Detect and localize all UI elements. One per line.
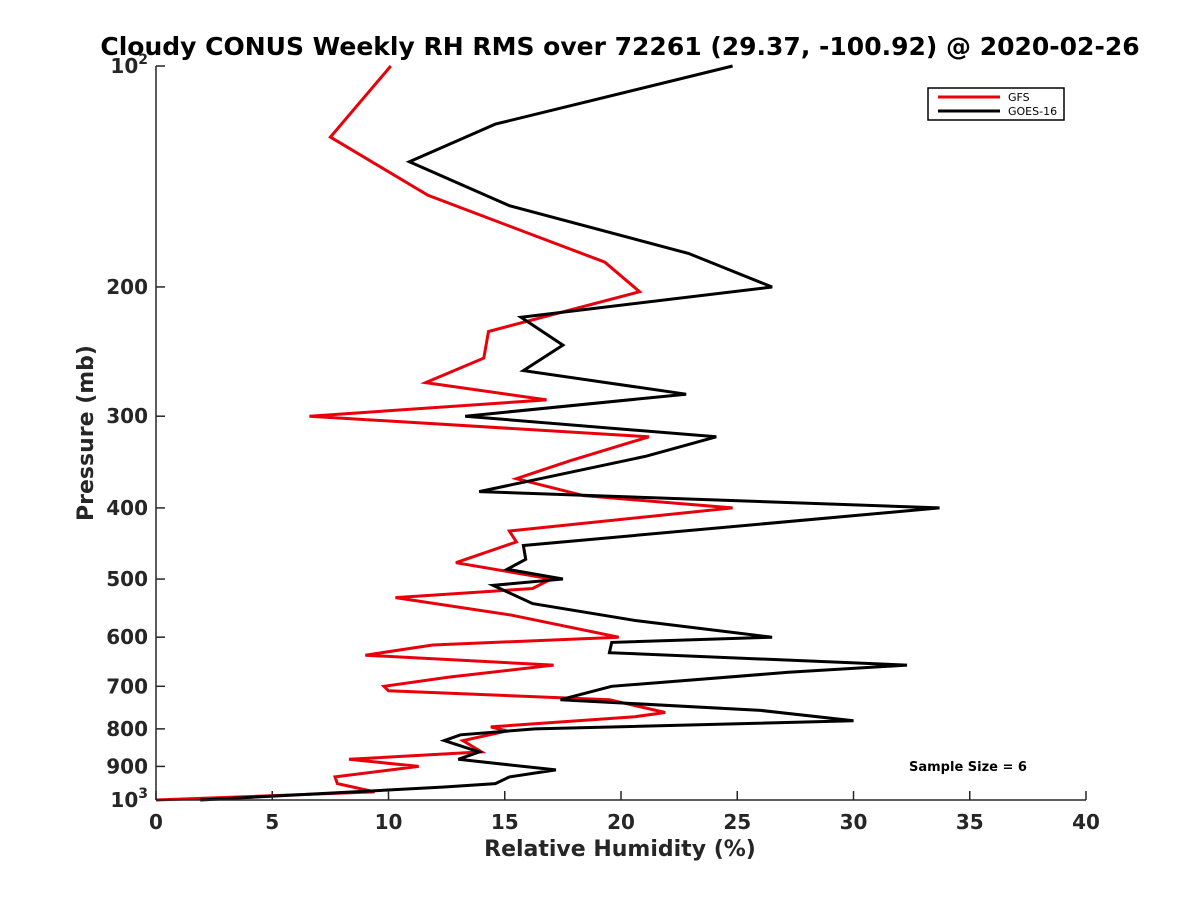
y-axis-label: Pressure (mb) — [74, 345, 99, 521]
y-tick-label: 900 — [106, 754, 148, 778]
y-tick-label: 500 — [106, 567, 148, 591]
series-line-goes-16 — [200, 64, 940, 802]
plot-area: 0 5 10 15 20 25 30 35 40 102 200 300 400 500 600 700 800… — [106, 52, 1100, 834]
y-tick-label: 800 — [106, 717, 148, 741]
sample-size-annotation: Sample Size = 6 — [909, 760, 1027, 775]
y-tick-label: 102 — [110, 52, 148, 78]
x-tick-label: 20 — [607, 810, 635, 834]
legend-label-gfs: GFS — [1008, 91, 1030, 104]
x-tick-label: 10 — [375, 810, 403, 834]
legend: GFS GOES-16 — [927, 87, 1065, 121]
x-tick-label: 40 — [1072, 810, 1100, 834]
x-tick-label: 0 — [149, 810, 163, 834]
y-tick-label: 103 — [110, 786, 148, 812]
x-tick-label: 5 — [265, 810, 279, 834]
chart-title: Cloudy CONUS Weekly RH RMS over 72261 (2… — [100, 32, 1139, 61]
y-tick-label: 300 — [106, 404, 148, 428]
x-tick-label: 15 — [491, 810, 519, 834]
y-tick-label: 600 — [106, 625, 148, 649]
x-tick-label: 25 — [723, 810, 751, 834]
y-tick-label: 700 — [106, 674, 148, 698]
legend-box — [927, 87, 1065, 121]
y-tick-label: 400 — [106, 496, 148, 520]
series-line-gfs — [155, 65, 733, 802]
x-axis-label: Relative Humidity (%) — [484, 837, 756, 862]
y-tick-label: 200 — [106, 275, 148, 299]
x-tick-label: 30 — [840, 810, 868, 834]
x-tick-label: 35 — [956, 810, 984, 834]
legend-label-goes: GOES-16 — [1008, 105, 1057, 118]
